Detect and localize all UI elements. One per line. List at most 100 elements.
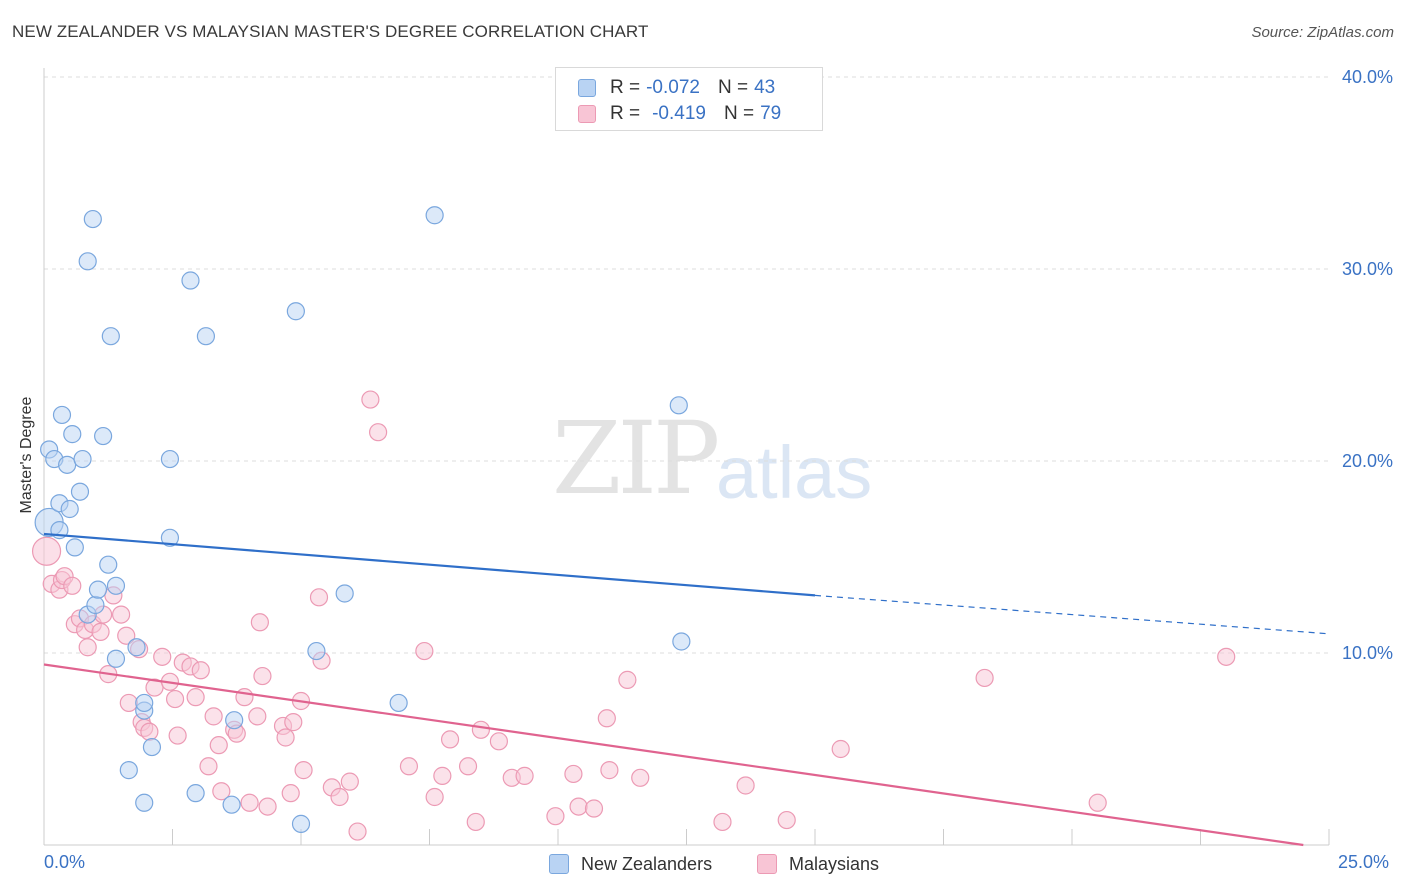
malaysian-point <box>140 722 159 741</box>
malaysian-point <box>78 638 97 657</box>
r-label: R = <box>610 77 641 98</box>
new-zealander-point <box>135 693 154 713</box>
y-tick-label: 30.0% <box>1342 259 1393 279</box>
malaysian-point <box>489 732 508 751</box>
malaysian-point <box>209 736 228 755</box>
x-tick-label-min: 0.0% <box>44 852 86 872</box>
x-tick-label-max: 25.0% <box>1338 852 1390 872</box>
legend-label: New Zealanders <box>581 853 713 874</box>
malaysian-point <box>111 605 131 624</box>
new-zealander-point <box>78 252 97 271</box>
malaysian-point <box>777 810 796 830</box>
malaysian-point <box>713 812 732 832</box>
r-label: R = <box>610 103 641 124</box>
malaysian-point <box>433 766 452 785</box>
bottom-legend-malaysians: Malaysians <box>757 851 879 877</box>
blue-swatch <box>578 79 596 97</box>
new-zealander-point <box>119 761 138 780</box>
new-zealander-point <box>286 302 305 321</box>
new-zealander-point <box>65 538 84 557</box>
malaysian-point <box>831 739 850 759</box>
new-zealander-point <box>186 784 205 803</box>
malaysian-point <box>91 622 110 641</box>
malaysian-point <box>425 787 444 807</box>
n-label: N = <box>723 103 755 124</box>
malaysian-point <box>736 776 755 795</box>
malaysian-point <box>153 647 172 666</box>
new-zealander-point <box>52 405 72 425</box>
malaysian-point <box>117 626 136 645</box>
new-zealander-point <box>181 271 200 290</box>
malaysian-point <box>440 730 460 749</box>
malaysian-point <box>515 766 534 785</box>
n-value: 79 <box>760 103 782 124</box>
malaysian-point <box>466 812 485 832</box>
watermark-zip: ZIP <box>552 400 720 517</box>
legend-row-new-zealanders: R = -0.072 N = 43 <box>578 76 775 100</box>
new-zealander-point <box>196 327 216 346</box>
malaysian-point <box>31 536 62 566</box>
new-zealander-point <box>70 482 90 501</box>
r-value: -0.419 <box>652 103 706 124</box>
legend-row-malaysians: R = -0.419 N = 79 <box>578 102 781 126</box>
new-zealander-point <box>73 449 92 469</box>
new-zealander-point <box>101 327 120 346</box>
malaysian-point <box>348 822 367 841</box>
malaysian-point <box>250 613 269 632</box>
malaysian-point <box>253 666 272 686</box>
new-zealander-point <box>389 693 408 713</box>
malaysian-point <box>248 707 267 726</box>
malaysian-point <box>168 726 187 745</box>
new-zealander-point <box>135 793 154 812</box>
bottom-legend-new-zealanders: New Zealanders <box>549 851 712 877</box>
r-value: -0.072 <box>646 77 700 98</box>
new-zealander-point <box>106 576 126 595</box>
malaysian-point <box>1217 647 1236 666</box>
malaysian-point <box>546 807 565 826</box>
chart-title: NEW ZEALANDER VS MALAYSIAN MASTER'S DEGR… <box>12 22 649 41</box>
new-zealander-point <box>160 449 180 469</box>
new-zealander-point <box>307 641 326 661</box>
watermark-atlas: atlas <box>716 431 873 514</box>
y-tick-label: 40.0% <box>1342 67 1393 87</box>
new-zealander-point <box>291 814 311 833</box>
malaysian-point <box>281 784 300 803</box>
malaysian-point <box>191 661 210 680</box>
new-zealander-point <box>335 584 354 603</box>
new-zealander-point <box>225 711 244 730</box>
new-zealander-trend-line <box>43 532 816 597</box>
n-label: N = <box>717 77 749 98</box>
malaysian-point <box>258 797 277 816</box>
malaysian-point <box>309 588 329 607</box>
malaysian-point <box>235 688 254 707</box>
n-value: 43 <box>754 77 776 98</box>
y-tick-label: 10.0% <box>1342 643 1393 663</box>
new-zealander-point <box>672 632 691 651</box>
new-zealander-point <box>127 638 146 657</box>
new-zealander-point <box>142 737 162 757</box>
new-zealander-point <box>60 499 79 519</box>
y-tick-label: 20.0% <box>1342 451 1393 471</box>
malaysian-point <box>199 757 218 776</box>
new-zealander-point <box>106 649 126 668</box>
malaysian-point <box>340 772 359 791</box>
new-zealander-point <box>83 209 102 229</box>
new-zealander-point <box>99 555 118 574</box>
malaysian-point <box>1088 793 1107 812</box>
malaysian-point <box>186 688 205 707</box>
malaysian-point <box>240 793 259 812</box>
legend-label: Malaysians <box>789 853 880 874</box>
source-credit: Source: ZipAtlas.com <box>1251 24 1394 41</box>
malaysian-point <box>204 707 223 726</box>
malaysian-point <box>458 757 478 776</box>
new-zealander-point <box>94 426 113 446</box>
malaysian-point <box>63 576 82 595</box>
malaysian-point <box>369 423 388 442</box>
malaysian-point <box>631 768 650 787</box>
malaysian-point <box>569 797 588 816</box>
new-zealander-trend-extension <box>814 594 1330 635</box>
correlation-legend: R = -0.072 N = 43 R = -0.419 N = 79 <box>555 67 823 131</box>
new-zealander-point <box>88 580 108 599</box>
new-zealander-point <box>160 528 180 547</box>
